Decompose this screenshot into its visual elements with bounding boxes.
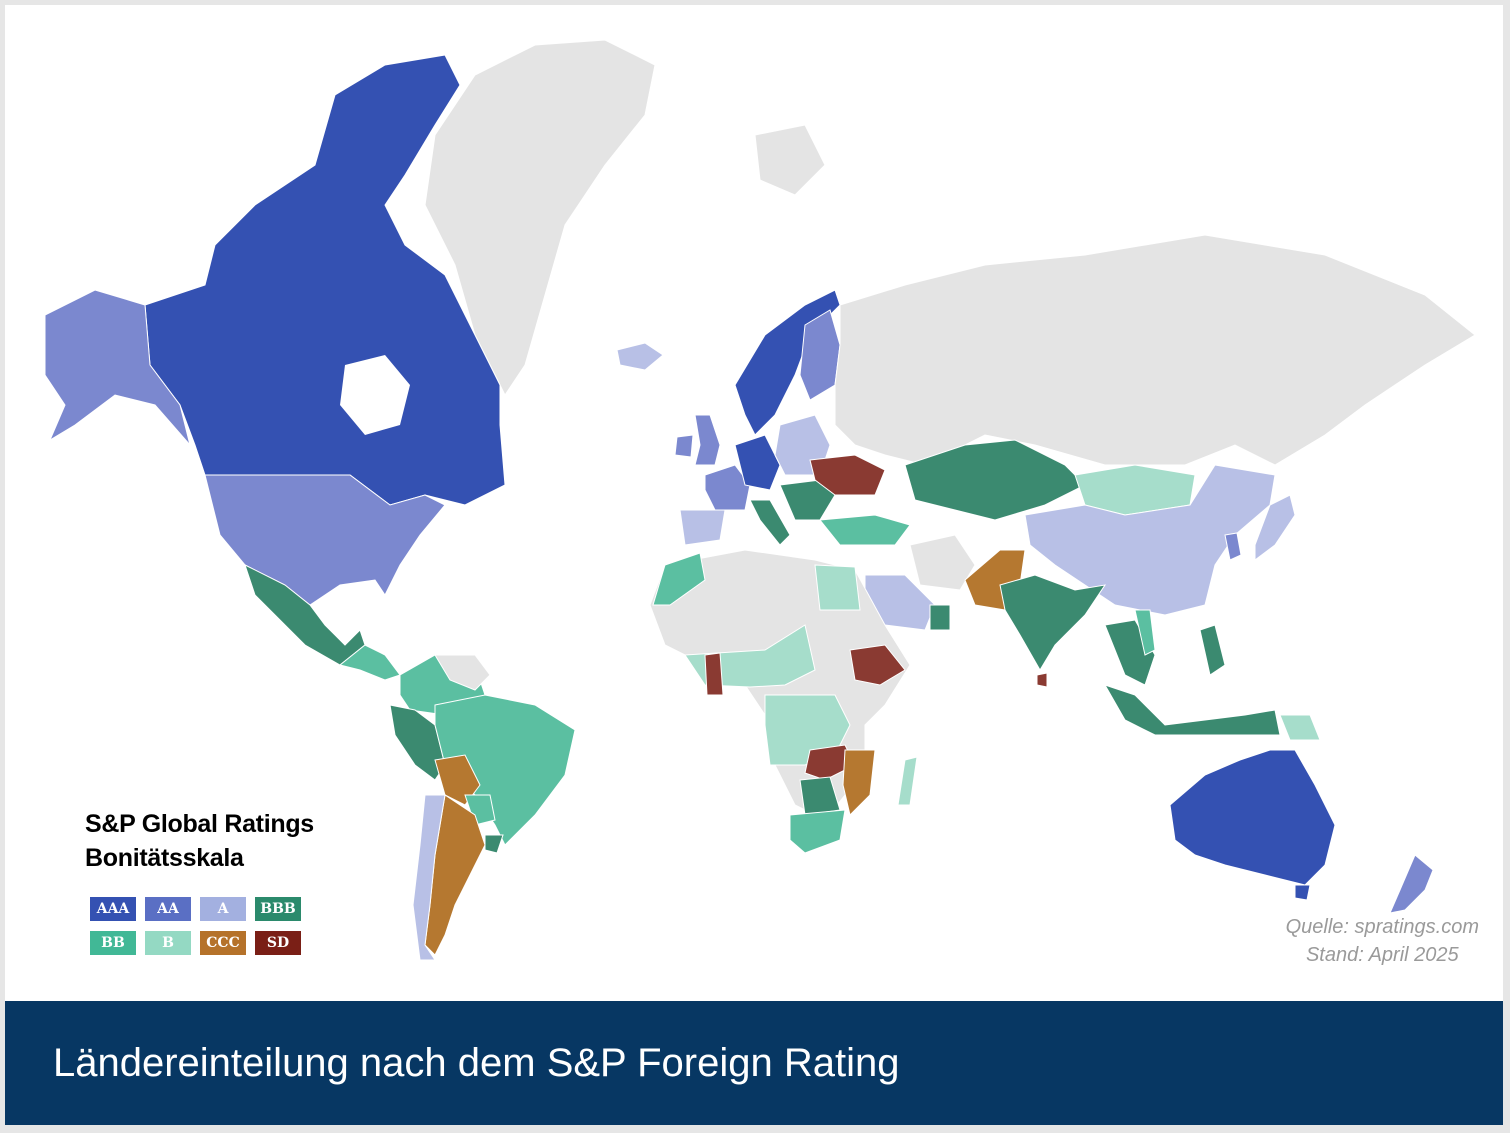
morocco — [652, 552, 706, 606]
japan — [1254, 494, 1296, 561]
mozambique — [842, 749, 876, 816]
turkey — [819, 514, 911, 546]
footer-title: Ländereinteilung nach dem S&P Foreign Ra… — [53, 1041, 900, 1085]
iceland — [616, 342, 664, 371]
madagascar — [897, 756, 918, 806]
source-note: Quelle: spratings.com Stand: April 2025 — [1286, 913, 1479, 969]
page-frame: S&P Global Ratings Bonitätsskala AAA AA … — [5, 5, 1503, 1125]
legend-swatch-bbb: BBB — [255, 897, 301, 921]
italy — [749, 499, 791, 546]
korea — [1224, 532, 1242, 561]
legend-swatches: AAA AA A BBB BB B CCC SD — [90, 897, 345, 955]
ireland — [674, 434, 694, 458]
uruguay — [484, 834, 504, 854]
ghana — [704, 652, 724, 696]
legend-swatch-aa: AA — [145, 897, 191, 921]
rating-legend: S&P Global Ratings Bonitätsskala AAA AA … — [85, 807, 345, 955]
philippines — [1199, 624, 1226, 676]
papua-new-guinea — [1279, 714, 1321, 741]
legend-swatch-aaa: AAA — [90, 897, 136, 921]
source-line: Quelle: spratings.com — [1285, 916, 1479, 938]
india — [999, 574, 1107, 671]
legend-title-line1: S&P Global Ratings — [85, 810, 314, 838]
arctic-islands-east — [754, 124, 826, 196]
legend-swatch-sd: SD — [255, 931, 301, 955]
date-line: Stand: April 2025 — [1305, 944, 1459, 966]
indonesia — [1103, 684, 1281, 736]
new-zealand — [1389, 854, 1434, 914]
legend-swatch-a: A — [200, 897, 246, 921]
australia — [1169, 749, 1336, 886]
mexico — [244, 564, 366, 666]
tasmania — [1294, 884, 1311, 901]
sri-lanka — [1036, 672, 1048, 688]
legend-swatch-ccc: CCC — [200, 931, 246, 955]
zambia — [804, 744, 856, 781]
greenland — [424, 39, 656, 396]
hudson-bay — [340, 355, 410, 435]
ukraine — [809, 454, 886, 496]
china — [1024, 464, 1276, 616]
chile — [412, 794, 446, 961]
oman — [929, 604, 951, 631]
legend-title-line2: Bonitätsskala — [85, 844, 244, 872]
world-map — [5, 5, 1503, 1001]
russia — [834, 234, 1476, 466]
kazakhstan — [904, 439, 1086, 521]
ethiopia — [849, 644, 906, 686]
legend-swatch-b: B — [145, 931, 191, 955]
legend-swatch-bb: BB — [90, 931, 136, 955]
alaska — [44, 289, 191, 446]
france — [704, 464, 751, 511]
egypt — [814, 564, 861, 611]
spain-portugal — [679, 509, 726, 546]
south-africa — [789, 809, 846, 854]
united-kingdom — [694, 414, 721, 466]
world-map-svg — [44, 39, 1476, 961]
venezuela — [434, 654, 491, 691]
footer-banner: Ländereinteilung nach dem S&P Foreign Ra… — [5, 1001, 1503, 1125]
vietnam — [1134, 609, 1156, 656]
southeast-europe — [779, 479, 836, 521]
germany-netherlands — [734, 434, 781, 491]
